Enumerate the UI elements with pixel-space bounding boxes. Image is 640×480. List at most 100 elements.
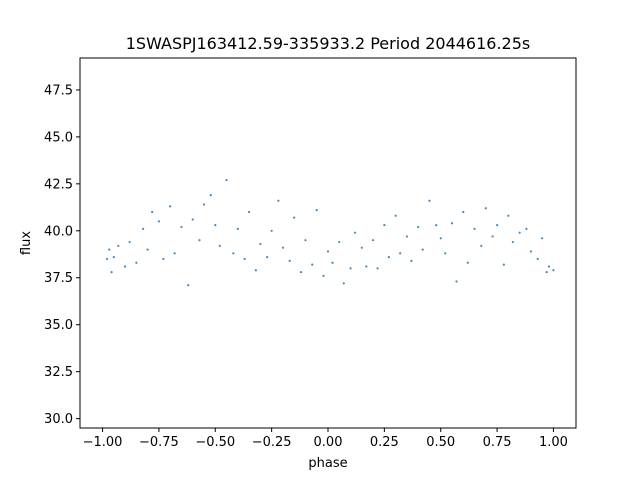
data-point xyxy=(491,235,494,238)
data-point xyxy=(277,199,280,202)
data-point xyxy=(547,265,551,268)
data-point xyxy=(399,252,402,255)
data-point xyxy=(473,227,476,231)
data-point xyxy=(266,255,269,259)
data-point xyxy=(371,239,375,242)
data-point xyxy=(428,199,431,202)
x-axis-label: phase xyxy=(308,456,347,471)
data-point xyxy=(338,240,341,244)
data-point xyxy=(117,244,120,247)
data-point xyxy=(322,274,325,277)
data-point xyxy=(191,218,194,221)
x-tick-label: −0.25 xyxy=(252,435,292,450)
data-point xyxy=(151,210,154,214)
data-point xyxy=(462,210,465,214)
data-point xyxy=(315,209,318,212)
data-point xyxy=(299,271,303,274)
data-point xyxy=(342,282,345,285)
y-tick-label: 47.5 xyxy=(44,83,73,98)
data-point xyxy=(108,248,111,251)
data-point xyxy=(202,203,206,206)
data-point xyxy=(110,271,113,274)
y-tick-label: 45.0 xyxy=(44,130,73,145)
x-tick-label: 0.00 xyxy=(314,435,343,450)
data-point xyxy=(157,220,161,223)
x-tick-label: 0.25 xyxy=(370,435,399,450)
x-tick-label: 1.00 xyxy=(539,435,568,450)
x-tick-label: −0.75 xyxy=(139,435,179,450)
data-point xyxy=(270,229,273,232)
data-point xyxy=(383,224,386,227)
data-point xyxy=(541,237,544,240)
data-point xyxy=(243,257,246,261)
data-point xyxy=(480,244,483,247)
data-point xyxy=(236,227,239,231)
x-tick-label: −1.00 xyxy=(83,435,123,450)
data-point xyxy=(105,257,109,261)
data-point xyxy=(376,267,379,270)
data-point xyxy=(365,265,368,268)
y-tick-label: 35.0 xyxy=(44,318,73,333)
data-point xyxy=(146,248,149,251)
data-point xyxy=(331,261,334,264)
data-point xyxy=(218,244,221,247)
data-point xyxy=(444,252,447,255)
x-tick-label: −0.50 xyxy=(195,435,235,450)
data-point xyxy=(439,237,442,240)
chart-title: 1SWASPJ163412.59-335933.2 Period 2044616… xyxy=(126,34,531,53)
data-point xyxy=(259,242,262,246)
data-point xyxy=(536,257,539,261)
data-point xyxy=(507,214,510,217)
data-point xyxy=(466,261,469,264)
data-point xyxy=(552,269,555,272)
data-point xyxy=(353,231,357,234)
y-axis-ticks: 30.0 32.5 35.0 37.5 40.0 42.5 45.0 47.5 xyxy=(44,83,80,427)
data-point xyxy=(187,284,190,287)
data-point xyxy=(484,207,487,210)
y-tick-label: 42.5 xyxy=(44,177,73,192)
data-point xyxy=(511,240,514,244)
data-point xyxy=(173,252,176,255)
data-point xyxy=(288,259,291,262)
data-point xyxy=(232,252,235,255)
data-point xyxy=(293,216,296,219)
data-point xyxy=(405,235,409,238)
data-point xyxy=(349,267,352,270)
data-point xyxy=(502,263,505,266)
x-tick-label: 0.75 xyxy=(483,435,512,450)
data-point xyxy=(518,231,521,234)
data-points xyxy=(105,178,555,287)
data-point xyxy=(545,271,548,274)
data-point xyxy=(394,214,397,217)
data-point xyxy=(225,178,228,182)
data-point xyxy=(435,224,438,227)
data-point xyxy=(169,205,172,208)
data-point xyxy=(214,224,217,227)
data-point xyxy=(455,280,458,283)
data-point xyxy=(128,240,131,244)
y-tick-label: 30.0 xyxy=(44,412,73,427)
data-point xyxy=(529,250,533,253)
y-axis-label: flux xyxy=(19,231,34,255)
data-point xyxy=(162,257,165,261)
data-point xyxy=(247,210,251,214)
data-point xyxy=(410,259,413,262)
data-point xyxy=(326,250,330,253)
data-point xyxy=(112,255,115,259)
data-point xyxy=(281,246,285,249)
data-point xyxy=(525,227,528,231)
x-tick-label: 0.50 xyxy=(426,435,455,450)
data-point xyxy=(123,265,127,268)
data-point xyxy=(180,225,183,229)
data-point xyxy=(304,239,307,242)
data-point xyxy=(421,248,424,251)
data-point xyxy=(311,263,314,266)
y-tick-label: 40.0 xyxy=(44,224,73,239)
x-axis-ticks: −1.00 −0.75 −0.50 −0.25 0.00 0.25 0.50 0.75 1.00 xyxy=(83,428,568,450)
data-point xyxy=(142,227,145,231)
data-point xyxy=(360,246,363,249)
data-point xyxy=(209,194,212,197)
y-tick-label: 37.5 xyxy=(44,271,73,286)
